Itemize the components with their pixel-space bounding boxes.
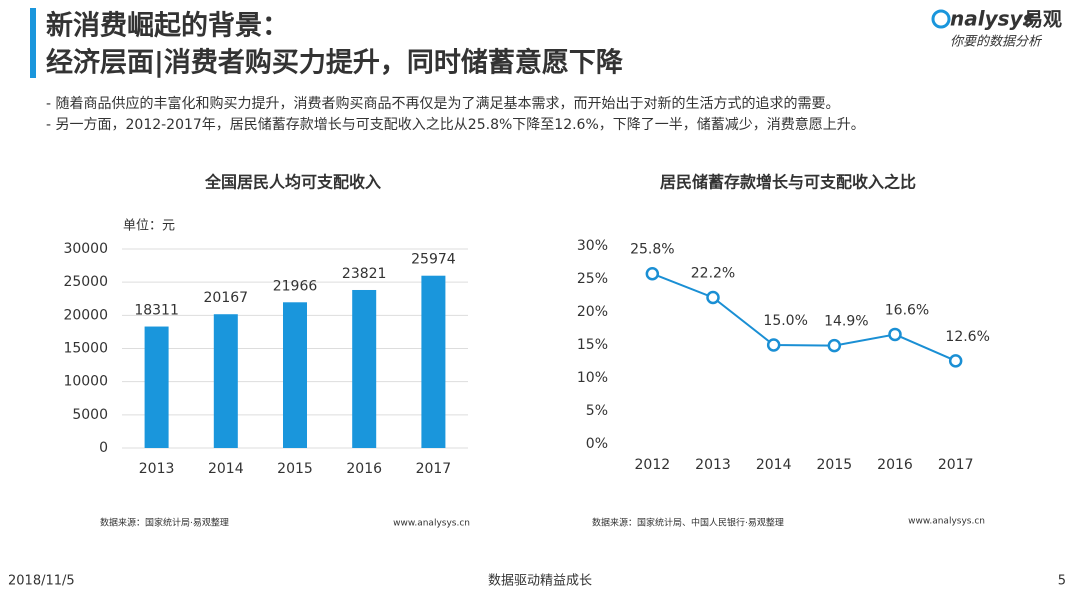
chart-title: 全国居民人均可支配收入 [204,173,381,192]
footer-slogan: 数据驱动精益成长 [488,574,592,589]
point [827,338,842,353]
bar [144,326,169,448]
bar [283,302,307,448]
website: www.analysys.cn [393,519,470,529]
bar [352,289,377,448]
brand: nalysys [950,7,1035,31]
y-tick-label: 5000 [72,407,108,423]
x-tick-label: 2013 [695,457,731,473]
x-tick-label: 2014 [756,457,792,473]
y-tick-label: 20% [577,304,608,320]
y-tick-label: 0% [586,436,608,452]
y-tick-label: 10000 [63,374,108,390]
value-label: 25974 [411,252,456,268]
value-label: 20167 [204,290,249,306]
y-tick-label: 15% [577,337,608,353]
x-tick-label: 2014 [208,461,244,477]
x-tick-label: 2016 [877,457,913,473]
x-tick-label: 2017 [416,461,452,477]
point [645,266,660,281]
line [651,272,957,362]
point [888,327,902,342]
value-label: 23821 [342,266,387,282]
y-tick-label: 5% [586,403,608,419]
bar [421,275,446,448]
slogan: 你要的数据分析 [950,35,1043,50]
y-tick-label: 25000 [63,274,108,290]
y-tick-label: 0 [99,440,108,456]
x-tick-label: 2016 [346,461,382,477]
logo-mark [931,9,951,29]
source: 数据来源：国家统计局、中国人民银行·易观整理 [592,517,784,529]
y-tick-label: 20000 [63,307,108,323]
y-tick-label: 30000 [63,241,108,257]
title-line: 新消费崛起的背景： [46,10,289,42]
y-tick-label: 10% [577,370,608,386]
bullet: - 随着商品供应的丰富化和购买力提升，消费者购买商品不再仅是为了满足基本需求，而… [46,95,840,112]
bar [213,314,238,448]
y-tick-label: 30% [577,238,608,254]
chart-title: 居民储蓄存款增长与可支配收入之比 [660,173,916,192]
page-number: 5 [1058,574,1066,589]
x-tick-label: 2015 [817,457,853,473]
unit-label: 单位：元 [123,219,175,234]
value-label: 22.2% [691,265,735,281]
source: 数据来源：国家统计局·易观整理 [100,517,229,529]
point [948,354,963,368]
point [766,338,781,352]
y-tick-label: 25% [577,271,608,287]
value-label: 21966 [273,278,318,294]
x-tick-label: 2017 [938,457,974,473]
y-tick-label: 15000 [63,341,108,357]
x-tick-label: 2013 [139,461,175,477]
value-label: 25.8% [630,242,674,258]
value-label: 12.6% [945,329,989,345]
footer-date: 2018/11/5 [8,574,75,589]
value-label: 14.9% [824,314,868,330]
point [706,290,720,305]
brand-cn: 易观 [1024,9,1062,31]
value-label: 15.0% [763,313,807,329]
value-label: 18311 [134,303,179,319]
x-tick-label: 2012 [635,457,671,473]
title-accent [30,8,36,78]
x-tick-label: 2015 [277,461,313,477]
bullet: - 另一方面，2012-2017年，居民储蓄存款增长与可支配收入之比从25.8%… [46,116,865,133]
title-line: 经济层面|消费者购买力提升，同时储蓄意愿下降 [46,47,624,79]
value-label: 16.6% [885,302,929,318]
website: www.analysys.cn [908,517,985,527]
